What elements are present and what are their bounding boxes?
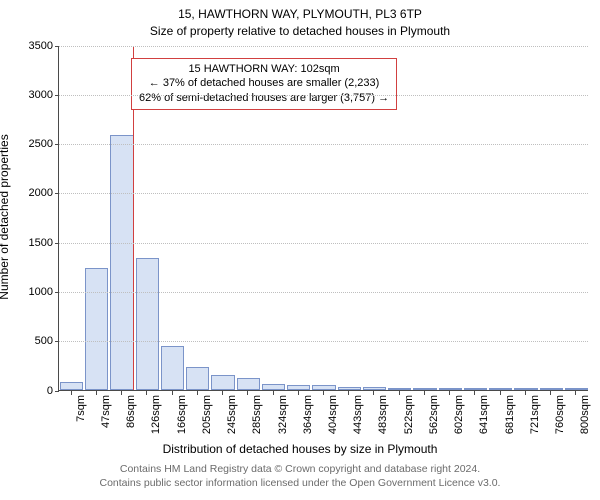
x-tick-mark [222,391,223,395]
annotation-line-1: 15 HAWTHORN WAY: 102sqm [139,62,389,77]
y-tick-label: 3000 [29,89,59,101]
histogram-bar [60,382,83,390]
histogram-bar [388,388,411,390]
y-tick-label: 500 [35,335,59,347]
x-tick-mark [121,391,122,395]
x-tick-label: 364sqm [302,395,314,434]
x-tick-label: 126sqm [150,395,162,434]
x-tick-label: 324sqm [277,395,289,434]
histogram-bar [514,388,537,390]
footer-line-1: Contains HM Land Registry data © Crown c… [0,462,600,477]
x-tick-label: 760sqm [554,395,566,434]
histogram-bar [565,388,588,390]
x-tick-mark [273,391,274,395]
x-tick-mark [399,391,400,395]
histogram-bar [312,385,335,390]
x-tick-label: 86sqm [125,395,137,428]
gridline [59,144,588,145]
x-tick-label: 7sqm [75,395,87,422]
histogram-bar [363,387,386,390]
x-tick-mark [474,391,475,395]
x-tick-mark [298,391,299,395]
histogram-bar [287,385,310,390]
x-tick-label: 404sqm [327,395,339,434]
x-tick-mark [96,391,97,395]
histogram-bar [211,375,234,390]
chart-area: Number of detached properties 15 HAWTHOR… [0,42,600,442]
gridline [59,292,588,293]
page-subtitle: Size of property relative to detached ho… [0,23,600,40]
gridline [59,46,588,47]
y-tick-label: 1500 [29,237,59,249]
annotation-line-2: ← 37% of detached houses are smaller (2,… [139,76,389,91]
gridline [59,95,588,96]
histogram-bar [186,367,209,390]
gridline [59,243,588,244]
x-tick-mark [197,391,198,395]
x-tick-mark [575,391,576,395]
x-tick-label: 641sqm [478,395,490,434]
y-tick-label: 1000 [29,286,59,298]
x-axis-label: Distribution of detached houses by size … [0,442,600,456]
x-tick-mark [500,391,501,395]
histogram-bar [136,258,159,390]
gridline [59,341,588,342]
x-tick-mark [71,391,72,395]
histogram-bar [439,388,462,390]
x-tick-label: 245sqm [226,395,238,434]
x-tick-mark [348,391,349,395]
x-tick-label: 166sqm [176,395,188,434]
histogram-bar [237,378,260,390]
x-tick-mark [247,391,248,395]
x-tick-label: 681sqm [504,395,516,434]
x-tick-mark [172,391,173,395]
x-tick-label: 721sqm [529,395,541,434]
x-tick-label: 443sqm [352,395,364,434]
footer: Contains HM Land Registry data © Crown c… [0,462,600,491]
histogram-bar [85,268,108,389]
x-tick-mark [373,391,374,395]
gridline [59,193,588,194]
x-tick-label: 562sqm [428,395,440,434]
x-tick-label: 483sqm [377,395,389,434]
plot-box: 15 HAWTHORN WAY: 102sqm ← 37% of detache… [58,46,588,391]
y-tick-label: 3500 [29,40,59,52]
histogram-bar [110,135,133,389]
x-tick-label: 522sqm [403,395,415,434]
histogram-bar [413,388,436,390]
x-tick-mark [550,391,551,395]
x-tick-mark [449,391,450,395]
histogram-bar [262,384,285,390]
x-tick-label: 800sqm [579,395,591,434]
histogram-bar [464,388,487,390]
x-tick-mark [146,391,147,395]
x-tick-label: 205sqm [201,395,213,434]
histogram-bar [489,388,512,390]
annotation-line-3: 62% of semi-detached houses are larger (… [139,91,389,106]
x-tick-mark [424,391,425,395]
annotation-box: 15 HAWTHORN WAY: 102sqm ← 37% of detache… [131,58,397,111]
page-title: 15, HAWTHORN WAY, PLYMOUTH, PL3 6TP [0,0,600,23]
plot-region: 15 HAWTHORN WAY: 102sqm ← 37% of detache… [58,46,588,391]
histogram-bar [338,387,361,390]
x-tick-mark [525,391,526,395]
y-tick-label: 2500 [29,138,59,150]
histogram-bar [161,346,184,389]
y-tick-label: 2000 [29,187,59,199]
x-ticks-container: 7sqm 47sqm 86sqm 126sqm 166sqm 205sqm 245sqm 28… [58,391,588,439]
x-tick-label: 47sqm [100,395,112,428]
y-axis-label: Number of detached properties [0,134,11,299]
histogram-bar [540,388,563,390]
x-tick-label: 602sqm [453,395,465,434]
x-tick-mark [323,391,324,395]
x-tick-label: 285sqm [251,395,263,434]
footer-line-2: Contains public sector information licen… [0,476,600,491]
